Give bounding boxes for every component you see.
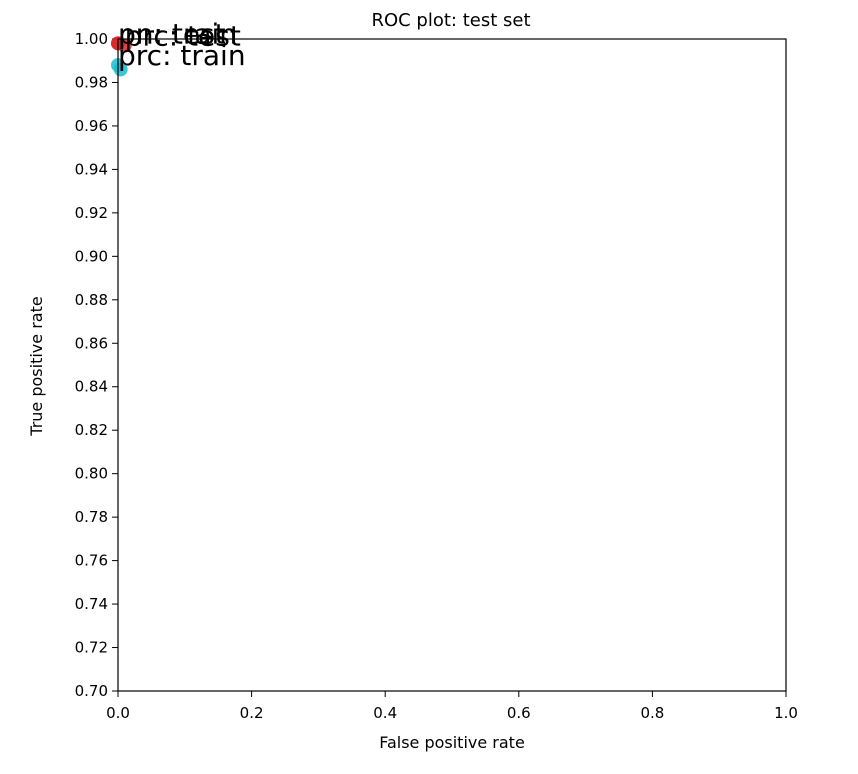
x-tick-label: 0.4	[373, 704, 397, 722]
y-tick-label: 0.82	[75, 421, 108, 439]
y-tick-label: 0.80	[75, 465, 108, 483]
y-tick-label: 0.90	[75, 247, 108, 265]
y-tick-label: 0.86	[75, 334, 108, 352]
y-tick-label: 0.84	[75, 378, 108, 396]
y-tick-label: 0.92	[75, 204, 108, 222]
y-tick-label: 0.78	[75, 508, 108, 526]
y-axis-label: True positive rate	[27, 296, 46, 436]
x-axis-label: False positive rate	[379, 733, 525, 752]
y-tick-label: 0.98	[75, 73, 108, 91]
x-tick-label: 0.8	[640, 704, 664, 722]
y-tick-label: 0.88	[75, 291, 108, 309]
y-axis-ticks: 0.70 0.72 0.74 0.76 0.78 0.80 0.82 0.84 0.86 0.88…	[75, 30, 118, 700]
point-label: pn: test	[118, 17, 226, 50]
point-label: prc: test	[125, 20, 241, 53]
y-tick-label: 0.74	[75, 595, 108, 613]
x-tick-label: 0.0	[106, 704, 130, 722]
x-tick-label: 0.2	[240, 704, 264, 722]
x-tick-label: 1.0	[774, 704, 798, 722]
point-label: prc: train	[118, 39, 246, 72]
y-tick-label: 0.94	[75, 160, 108, 178]
data-markers	[111, 36, 132, 77]
x-tick-label: 0.6	[507, 704, 531, 722]
point-label: pn: train	[118, 17, 237, 50]
y-tick-label: 0.70	[75, 682, 108, 700]
y-tick-label: 0.72	[75, 639, 108, 657]
plot-frame	[117, 38, 787, 692]
x-axis-ticks: 0.0 0.2 0.4 0.6 0.8 1.0	[106, 691, 798, 722]
chart-title: ROC plot: test set	[371, 10, 530, 31]
y-tick-label: 0.76	[75, 552, 108, 570]
y-tick-label: 0.96	[75, 117, 108, 135]
data-point	[113, 62, 128, 77]
y-tick-label: 1.00	[75, 30, 108, 48]
